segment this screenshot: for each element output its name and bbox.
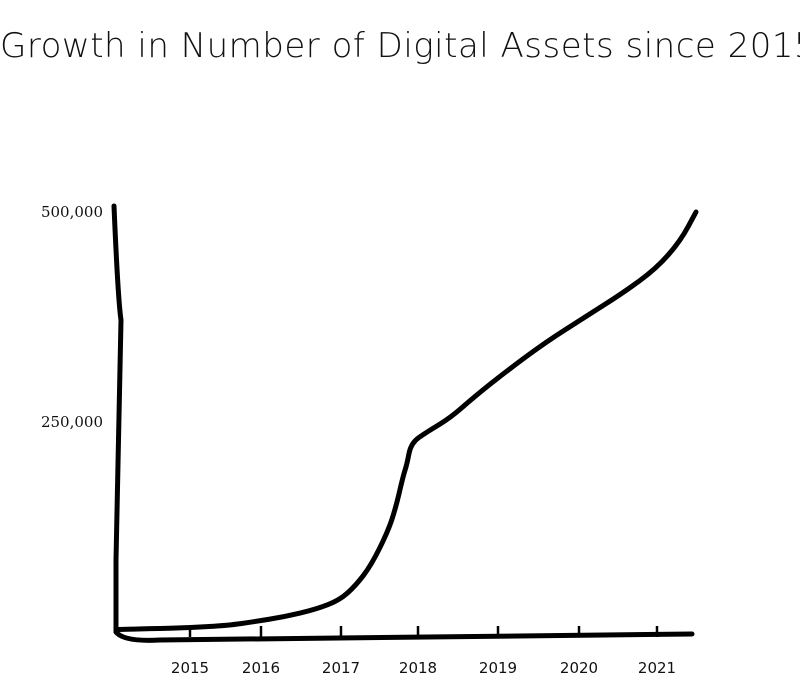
x-tick-label-2015: 2015 [171, 659, 209, 677]
x-tick-label-2016: 2016 [242, 659, 280, 677]
x-tick-label-2018: 2018 [399, 659, 437, 677]
x-tick-label-2020: 2020 [560, 659, 598, 677]
x-axis [113, 629, 695, 643]
x-tick-label-2019: 2019 [479, 659, 517, 677]
y-tick-label-250,000: 250,000 [41, 413, 103, 431]
y-tick-label-500,000: 500,000 [41, 203, 103, 221]
y-axis [111, 203, 124, 635]
series-line [115, 209, 699, 632]
x-tick-label-2021: 2021 [638, 659, 676, 677]
x-tick-label-2017: 2017 [322, 659, 360, 677]
chart-title: Growth in Number of Digital Assets since… [0, 26, 800, 66]
